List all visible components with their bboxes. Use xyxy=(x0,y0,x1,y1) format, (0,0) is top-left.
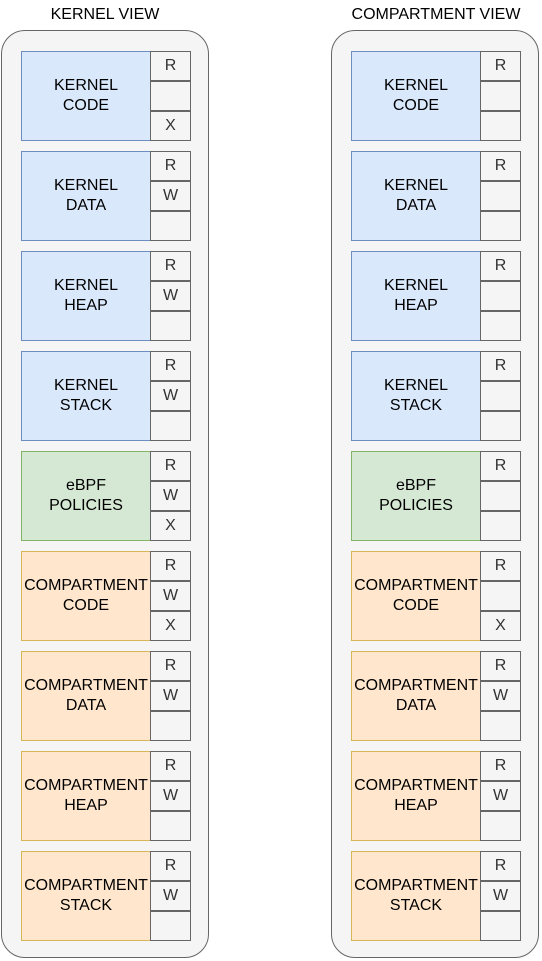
compartment-view-region-kernel-heap: KERNEL HEAP R xyxy=(351,251,522,341)
permission-cell xyxy=(480,411,521,441)
permission-cell: W xyxy=(480,681,521,711)
permission-cell: R xyxy=(150,651,191,681)
permission-cell: W xyxy=(150,381,191,411)
region-label: KERNEL STACK xyxy=(21,351,151,441)
permission-cell: R xyxy=(150,751,191,781)
permission-cell xyxy=(150,711,191,741)
kernel-view-container: KERNEL CODE R X KERNEL DATA R W KERNEL HEAP R W K… xyxy=(1,30,209,958)
permission-cell: W xyxy=(480,881,521,911)
permission-cell xyxy=(480,511,521,541)
region-label: COMPARTMENT STACK xyxy=(21,851,151,941)
permission-cell: R xyxy=(150,251,191,281)
permission-cell: R xyxy=(150,551,191,581)
permission-cell: W xyxy=(150,681,191,711)
compartment-view-region-kernel-stack: KERNEL STACK R xyxy=(351,351,522,441)
kernel-view-region-compartment-data: COMPARTMENT DATA R W xyxy=(21,651,192,741)
permission-cell: R xyxy=(480,651,521,681)
permission-cell: X xyxy=(150,111,191,141)
region-label: KERNEL DATA xyxy=(21,151,151,241)
permission-cell xyxy=(480,311,521,341)
permission-cell xyxy=(480,211,521,241)
region-label: COMPARTMENT CODE xyxy=(351,551,481,641)
permission-cell xyxy=(480,711,521,741)
permission-cell: R xyxy=(150,151,191,181)
compartment-view-region-compartment-stack: COMPARTMENT STACK R W xyxy=(351,851,522,941)
region-label: KERNEL HEAP xyxy=(351,251,481,341)
permission-cell: R xyxy=(480,851,521,881)
region-label: KERNEL DATA xyxy=(351,151,481,241)
region-label: COMPARTMENT CODE xyxy=(21,551,151,641)
permission-cell xyxy=(150,211,191,241)
permission-cell: X xyxy=(150,611,191,641)
kernel-view-region-kernel-data: KERNEL DATA R W xyxy=(21,151,192,241)
permission-cell: W xyxy=(150,181,191,211)
permission-cell: W xyxy=(150,881,191,911)
permission-cell xyxy=(150,811,191,841)
permission-cell xyxy=(150,911,191,941)
permission-cell: W xyxy=(150,281,191,311)
kernel-view-title: KERNEL VIEW xyxy=(50,6,160,23)
kernel-view-region-compartment-stack: COMPARTMENT STACK R W xyxy=(21,851,192,941)
permission-cell: R xyxy=(480,551,521,581)
region-label: eBPF POLICIES xyxy=(351,451,481,541)
permission-cell: R xyxy=(480,751,521,781)
permission-cell xyxy=(480,81,521,111)
region-label: KERNEL HEAP xyxy=(21,251,151,341)
permission-cell: R xyxy=(480,351,521,381)
region-label: eBPF POLICIES xyxy=(21,451,151,541)
permission-cell xyxy=(150,311,191,341)
permission-cell xyxy=(480,281,521,311)
kernel-view-region-kernel-code: KERNEL CODE R X xyxy=(21,51,192,141)
permission-cell: R xyxy=(150,851,191,881)
region-label: KERNEL CODE xyxy=(21,51,151,141)
permission-cell: X xyxy=(480,611,521,641)
permission-cell xyxy=(150,411,191,441)
region-label: COMPARTMENT HEAP xyxy=(21,751,151,841)
region-label: KERNEL CODE xyxy=(351,51,481,141)
permission-cell: W xyxy=(150,781,191,811)
permission-cell: W xyxy=(150,481,191,511)
region-label: COMPARTMENT STACK xyxy=(351,851,481,941)
compartment-view-region-ebpf-policies: eBPF POLICIES R xyxy=(351,451,522,541)
permission-cell: R xyxy=(150,451,191,481)
permission-cell: R xyxy=(480,251,521,281)
compartment-view-container: KERNEL CODE R KERNEL DATA R KERNEL HEAP R KERN… xyxy=(331,30,539,958)
region-label: COMPARTMENT HEAP xyxy=(351,751,481,841)
permission-cell: X xyxy=(150,511,191,541)
region-label: COMPARTMENT DATA xyxy=(351,651,481,741)
permission-cell: R xyxy=(150,51,191,81)
compartment-view-region-compartment-data: COMPARTMENT DATA R W xyxy=(351,651,522,741)
permission-cell xyxy=(150,81,191,111)
permission-cell: W xyxy=(480,781,521,811)
kernel-view-region-compartment-code: COMPARTMENT CODE R W X xyxy=(21,551,192,641)
compartment-view-region-kernel-code: KERNEL CODE R xyxy=(351,51,522,141)
permission-cell xyxy=(480,111,521,141)
permission-cell xyxy=(480,911,521,941)
permission-cell: W xyxy=(150,581,191,611)
permission-cell xyxy=(480,181,521,211)
permission-cell: R xyxy=(480,51,521,81)
permission-cell: R xyxy=(150,351,191,381)
compartment-view-region-compartment-code: COMPARTMENT CODE R X xyxy=(351,551,522,641)
compartment-view-region-kernel-data: KERNEL DATA R xyxy=(351,151,522,241)
region-label: COMPARTMENT DATA xyxy=(21,651,151,741)
permission-cell: R xyxy=(480,151,521,181)
permission-cell xyxy=(480,381,521,411)
permission-cell xyxy=(480,481,521,511)
kernel-view-region-ebpf-policies: eBPF POLICIES R W X xyxy=(21,451,192,541)
kernel-view-region-compartment-heap: COMPARTMENT HEAP R W xyxy=(21,751,192,841)
permission-cell: R xyxy=(480,451,521,481)
kernel-view-region-kernel-heap: KERNEL HEAP R W xyxy=(21,251,192,341)
region-label: KERNEL STACK xyxy=(351,351,481,441)
permission-cell xyxy=(480,811,521,841)
permission-cell xyxy=(480,581,521,611)
kernel-view-region-kernel-stack: KERNEL STACK R W xyxy=(21,351,192,441)
compartment-view-title: COMPARTMENT VIEW xyxy=(351,6,521,23)
compartment-view-region-compartment-heap: COMPARTMENT HEAP R W xyxy=(351,751,522,841)
